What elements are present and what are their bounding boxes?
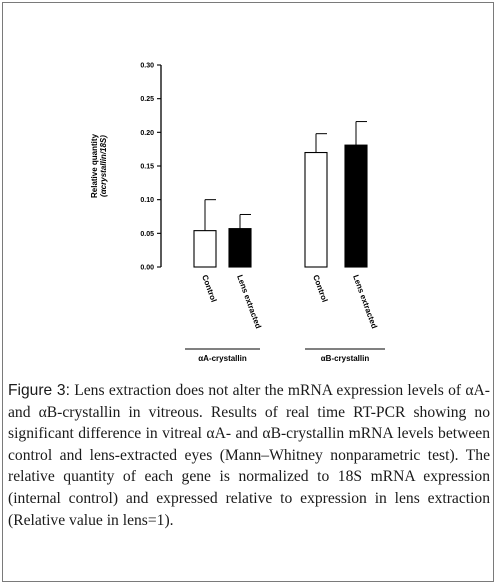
bar	[193, 230, 217, 268]
bar	[228, 228, 252, 268]
category-label: Lens extracted	[235, 274, 263, 330]
y-axis-label: Relative quantity	[90, 133, 99, 198]
caption-text: Lens extraction does not alter the mRNA …	[8, 382, 490, 529]
group-label: αA-crystallin	[198, 354, 247, 363]
category-label: Lens extracted	[351, 274, 379, 330]
bar	[304, 151, 328, 268]
y-axis-label-sub: (αcrystallin/18S)	[99, 135, 108, 197]
group-label: αB-crystallin	[321, 354, 370, 363]
caption-label: Figure 3:	[8, 382, 70, 399]
figure-caption: Figure 3: Lens extraction does not alter…	[8, 380, 490, 531]
y-tick-label: 0.15	[140, 164, 154, 171]
bars	[193, 121, 368, 268]
category-labels: Control Lens extracted αA-crystallin Contro…	[185, 274, 385, 363]
y-tick-label: 0.25	[140, 96, 154, 103]
y-tick-label: 0.10	[140, 197, 154, 204]
y-tick-label: 0.05	[140, 231, 154, 238]
y-tick-label: 0.20	[140, 130, 154, 137]
figure-frame	[2, 2, 494, 582]
y-tick-label: 0.00	[140, 265, 154, 272]
category-label: Control	[200, 274, 218, 304]
y-axis: 0.00 0.05 0.10 0.15 0.20 0.25 0.30 Relative qua…	[90, 63, 162, 272]
bar-chart: 0.00 0.05 0.10 0.15 0.20 0.25 0.30 Relative qua…	[90, 63, 385, 363]
y-tick-label: 0.30	[140, 63, 154, 70]
category-label: Control	[311, 274, 329, 304]
bar	[344, 144, 368, 268]
